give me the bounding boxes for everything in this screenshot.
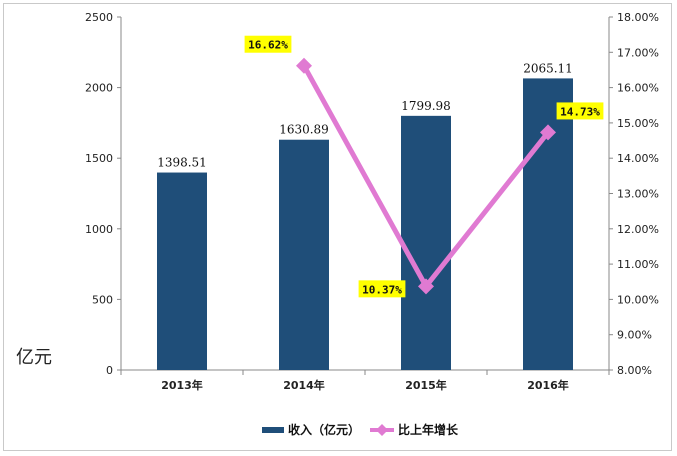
- y2-tick-label-right: 16.00%: [617, 82, 659, 95]
- y2-tick-label-right: 10.00%: [617, 293, 659, 306]
- y-tick-label-left: 1000: [85, 223, 113, 236]
- growth-label: 10.37%: [362, 283, 402, 296]
- y2-tick-label-right: 15.00%: [617, 117, 659, 130]
- y2-tick-label-right: 17.00%: [617, 46, 659, 59]
- y2-tick-label-right: 13.00%: [617, 188, 659, 201]
- y-tick-label-left: 2500: [85, 11, 113, 24]
- legend-bar-swatch: [262, 427, 284, 433]
- y2-tick-label-right: 12.00%: [617, 223, 659, 236]
- revenue-bar: [279, 139, 329, 370]
- x-tick-label: 2014年: [283, 378, 325, 392]
- legend-line-label: 比上年增长: [398, 422, 459, 437]
- growth-label-bg: [556, 102, 604, 120]
- y2-tick-label-right: 9.00%: [617, 329, 652, 342]
- x-tick-label: 2015年: [405, 378, 447, 392]
- x-tick-label: 2013年: [161, 378, 203, 392]
- y2-tick-label-right: 11.00%: [617, 258, 659, 271]
- revenue-bar-label: 1398.51: [157, 156, 207, 170]
- revenue-bar-label: 1630.89: [279, 123, 329, 137]
- growth-label-bg: [244, 35, 292, 53]
- legend: 收入（亿元） 比上年增长: [262, 422, 459, 437]
- growth-point: [540, 124, 556, 141]
- revenue-bar: [157, 172, 207, 370]
- y-tick-label-left: 2000: [85, 82, 113, 95]
- y-tick-label-left: 0: [106, 364, 113, 377]
- revenue-bar-label: 2065.11: [523, 61, 573, 75]
- legend-line-marker: [376, 424, 388, 436]
- growth-label-bg: [358, 280, 406, 298]
- y-axis-unit-label: 亿元: [16, 347, 52, 368]
- legend-bar-label: 收入（亿元）: [288, 422, 360, 437]
- y2-tick-label-right: 8.00%: [617, 364, 652, 377]
- growth-point: [418, 278, 434, 295]
- plot-layer: 0 500 1000 1500 2000 2500 8.00% 9.00% 10.00% 11.0…: [85, 11, 659, 392]
- revenue-bar: [523, 78, 573, 371]
- revenue-bar-label: 1799.98: [401, 99, 451, 113]
- growth-label: 16.62%: [248, 39, 288, 52]
- y-tick-label-left: 1500: [85, 152, 113, 165]
- growth-label: 14.73%: [560, 105, 600, 118]
- growth-point: [296, 57, 312, 74]
- y-tick-label-left: 500: [92, 293, 113, 306]
- x-tick-label: 2016年: [527, 378, 569, 392]
- revenue-bar: [401, 115, 451, 370]
- y2-tick-label-right: 14.00%: [617, 152, 659, 165]
- y2-tick-label-right: 18.00%: [617, 11, 659, 24]
